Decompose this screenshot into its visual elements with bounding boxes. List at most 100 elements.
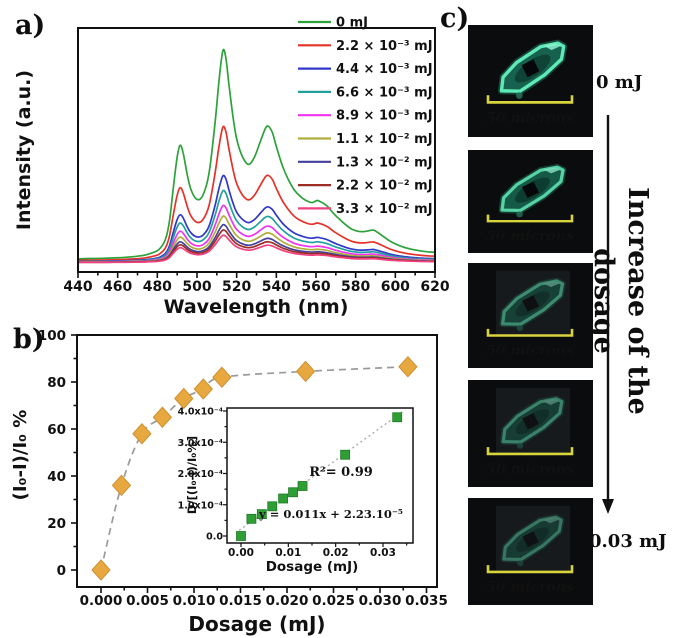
inset-x-axis-title: Dosage (mJ) bbox=[266, 559, 359, 575]
inset-square-marker bbox=[288, 487, 298, 498]
dosage-start-label: 0 mJ bbox=[596, 72, 643, 93]
a-x-tick-label: 620 bbox=[420, 279, 449, 295]
inset-square-marker bbox=[340, 449, 351, 460]
a-y-axis-title: Intensity (a.u.) bbox=[13, 70, 35, 230]
a-x-tick-label: 480 bbox=[143, 279, 172, 295]
b-diamond-marker bbox=[91, 559, 111, 581]
inset-x-tick-label: 0.01 bbox=[275, 547, 301, 559]
b-x-tick-label: 0.015 bbox=[219, 593, 262, 609]
crystal-tip-highlight bbox=[542, 517, 559, 524]
crystal-tip-highlight bbox=[543, 43, 561, 51]
b-dashed-fit-line bbox=[100, 365, 408, 571]
crystal-body bbox=[502, 515, 563, 561]
b-x-tick-label: 0.025 bbox=[312, 593, 355, 609]
legend-label: 3.3 × 10⁻² mJ bbox=[336, 202, 433, 217]
b-x-tick-label: 0.005 bbox=[126, 593, 169, 609]
b-diamond-marker bbox=[398, 355, 418, 378]
crystal-tail-fragment bbox=[516, 442, 524, 449]
crystal bbox=[497, 39, 568, 99]
panel-b-dose-response-chart: 0.000 0.005 0.010 0.015 0.020 0.025 0.030 0.035… bbox=[10, 328, 448, 636]
scale-bar bbox=[486, 447, 574, 456]
dosage-end-label: 0.03 mJ bbox=[589, 531, 667, 552]
spectral-curve-5 bbox=[77, 215, 436, 263]
scale-bar-label: 50 microns bbox=[486, 228, 574, 243]
b-diamond-marker bbox=[212, 366, 232, 389]
crystal-hole bbox=[521, 181, 540, 198]
b-x-tick-label: 0.000 bbox=[80, 593, 123, 609]
micrograph-card-2: 50 microns bbox=[468, 263, 593, 368]
crystal-tail-fragment bbox=[515, 91, 523, 99]
a-x-tick-label: 500 bbox=[182, 279, 211, 295]
scale-bar bbox=[486, 565, 574, 574]
spectral-curve-8 bbox=[78, 234, 436, 264]
a-x-axis-title: Wavelength (nm) bbox=[164, 296, 349, 318]
b-diamond-marker bbox=[132, 422, 152, 445]
micrograph-card-1: 50 microns bbox=[468, 150, 593, 253]
dosage-increase-arrow bbox=[602, 115, 614, 514]
inset-x-tick-label: 0.02 bbox=[323, 547, 349, 559]
spectral-curve-1 bbox=[77, 125, 436, 262]
crystal-tip-highlight bbox=[543, 167, 561, 174]
b-y-tick-label: 100 bbox=[38, 328, 66, 344]
inset-square-marker bbox=[392, 412, 403, 423]
crystal-inner-shadow bbox=[516, 527, 549, 552]
panel-a-label: a) bbox=[15, 10, 46, 41]
inset-frame bbox=[226, 407, 414, 544]
legend-label: 6.6 × 10⁻³ mJ bbox=[336, 85, 433, 100]
micrograph-image: 50 microns bbox=[486, 270, 574, 359]
inset-square-marker bbox=[297, 481, 308, 491]
scale-bar-label: 50 microns bbox=[486, 111, 574, 127]
inset-square-marker bbox=[256, 509, 267, 520]
legend-label: 2.2 × 10⁻² mJ bbox=[336, 179, 433, 194]
inset-y-tick-label: 0.0 bbox=[206, 532, 223, 543]
legend-label: 8.9 × 10⁻³ mJ bbox=[336, 109, 433, 124]
b-diamond-marker bbox=[193, 378, 213, 400]
legend-label: 1.1 × 10⁻² mJ bbox=[336, 132, 433, 147]
crystal bbox=[499, 277, 566, 332]
inset-dotted-fit-line bbox=[238, 409, 406, 531]
b-x-tick-label: 0.035 bbox=[405, 593, 448, 609]
b-x-tick-label: 0.020 bbox=[266, 593, 309, 609]
inset-r-squared-annotation: R²= 0.99 bbox=[309, 465, 373, 480]
crystal-hole bbox=[522, 295, 539, 312]
scale-bar bbox=[486, 214, 574, 223]
scale-bar-label: 50 microns bbox=[486, 462, 574, 478]
inset-x-tick-label: 0.00 bbox=[228, 547, 254, 559]
crystal-glow bbox=[500, 514, 565, 563]
spectral-curve-4 bbox=[77, 204, 436, 263]
micrograph-image: 50 microns bbox=[486, 387, 574, 478]
b-y-tick-label: 20 bbox=[47, 516, 66, 532]
b-diamond-marker bbox=[111, 474, 132, 497]
spectral-curve-3 bbox=[77, 189, 436, 263]
b-x-tick-label: 0.010 bbox=[173, 593, 216, 609]
panel-c-label: c) bbox=[440, 3, 470, 34]
inset-square-marker bbox=[267, 501, 278, 512]
micrograph-image: 50 microns bbox=[486, 39, 574, 127]
legend-label: 4.4 × 10⁻³ mJ bbox=[336, 62, 433, 77]
inset-square-marker bbox=[278, 493, 289, 504]
b-y-tick-label: 60 bbox=[47, 422, 66, 438]
a-x-tick-label: 520 bbox=[222, 279, 251, 295]
a-x-tick-label: 440 bbox=[63, 279, 92, 295]
scale-bar bbox=[486, 328, 574, 337]
a-x-tick-label: 540 bbox=[262, 279, 291, 295]
b-diamond-marker bbox=[295, 360, 316, 383]
a-x-tick-label: 560 bbox=[301, 279, 330, 295]
inset-square-marker bbox=[246, 513, 257, 524]
inset-y-axis-title: D/[(I₀-I)/I₀%] bbox=[185, 436, 199, 514]
panel-b-label: b) bbox=[13, 324, 45, 355]
a-x-tick-label: 600 bbox=[381, 279, 410, 295]
micrograph-image: 50 microns bbox=[486, 505, 574, 596]
crystal-tail-fragment bbox=[516, 324, 524, 332]
b-y-axis-title: (I₀-I)/I₀ % bbox=[10, 410, 31, 501]
scale-bar-label: 50 microns bbox=[486, 580, 574, 596]
inset-square-marker bbox=[236, 531, 246, 541]
legend-label: 0 mJ bbox=[336, 16, 368, 31]
b-x-tick-label: 0.030 bbox=[359, 593, 402, 609]
crystal-hole bbox=[522, 531, 539, 548]
micrograph-card-3: 50 microns bbox=[468, 380, 593, 487]
micrograph-card-4: 50 microns bbox=[468, 498, 593, 605]
increase-dosage-rotated-label: Increase of the dosage bbox=[588, 187, 653, 415]
crystal-tip-highlight bbox=[543, 399, 560, 405]
legend-label: 1.3 × 10⁻² mJ bbox=[336, 155, 433, 170]
